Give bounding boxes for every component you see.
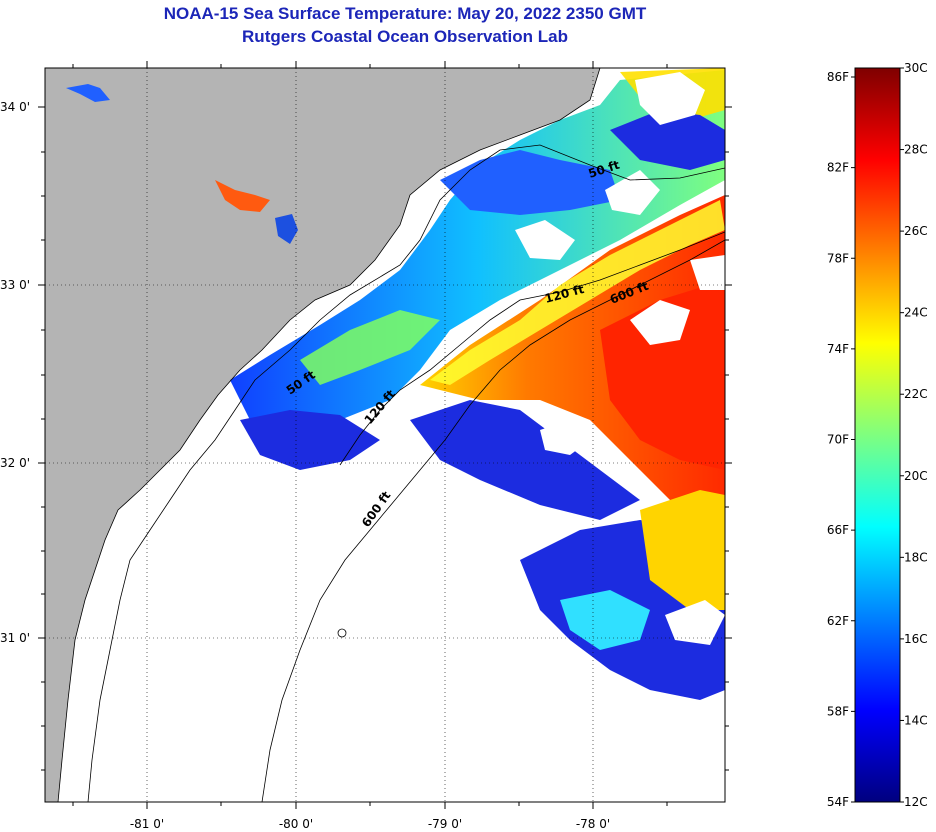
colorbar-label-f: 86F	[827, 70, 849, 84]
colorbar-label-f: 62F	[827, 614, 849, 628]
cloud-patch	[665, 600, 725, 645]
colorbar-label-f: 66F	[827, 523, 849, 537]
cloud-patch	[605, 170, 660, 215]
colorbar-scale	[854, 67, 901, 803]
green-patch	[300, 310, 440, 385]
cloud-patch	[540, 420, 590, 455]
graticule	[45, 68, 725, 802]
cloud-patch	[690, 255, 725, 290]
cloud-patch	[515, 220, 575, 260]
small-contour-ring	[337, 628, 347, 638]
cloud-patch	[635, 72, 705, 125]
yellow-band	[430, 200, 725, 385]
colorbar-label-f: 70F	[827, 433, 849, 447]
land-area	[45, 68, 600, 802]
colorbar-label-c: 22C	[904, 387, 928, 401]
colorbar-labels: 86F 82F 78F 74F 70F 66F 62F 58F 54F 30C 28C 26C 24C 2…	[827, 61, 928, 809]
lat-label: 34 0'	[0, 100, 30, 114]
colorbar-label-c: 30C	[904, 61, 928, 75]
colorbar-label-f: 58F	[827, 704, 849, 718]
contour-600ft	[261, 239, 725, 802]
mid-water-patch	[640, 490, 725, 610]
lon-label: -81 0'	[130, 817, 164, 831]
colorbar-ticks	[851, 67, 904, 803]
colorbar-label-c: 18C	[904, 550, 928, 564]
lat-label: 32 0'	[0, 456, 30, 470]
lat-label: 33 0'	[0, 278, 30, 292]
lat-label: 31 0'	[0, 631, 30, 645]
mid-water-patch	[560, 590, 650, 650]
cold-water-patch	[610, 110, 725, 170]
contour-120ft	[339, 231, 725, 466]
contour-50ft	[87, 144, 725, 802]
lon-label: -80 0'	[279, 817, 313, 831]
colorbar-label-c: 26C	[904, 224, 928, 238]
map-subtitle: Rutgers Coastal Ocean Observation Lab	[242, 27, 568, 46]
colorbar-label-c: 20C	[904, 469, 928, 483]
inland-lake-cold	[275, 214, 298, 244]
coastline	[57, 68, 601, 802]
colorbar-label-f: 74F	[827, 342, 849, 356]
colorbar-label-c: 16C	[904, 632, 928, 646]
cloud-patch	[630, 300, 690, 345]
colorbar-label-c: 12C	[904, 795, 928, 809]
inland-lake-cold	[66, 84, 110, 102]
colorbar-label-c: 14C	[904, 713, 928, 727]
colorbar-label-c: 28C	[904, 143, 928, 157]
cold-water-patch	[440, 150, 620, 215]
axis-ticks	[38, 61, 732, 809]
colorbar-label-f: 78F	[827, 251, 849, 265]
hot-core-region	[600, 280, 725, 470]
lon-label: -79 0'	[428, 817, 462, 831]
inland-lake-warm	[215, 180, 270, 212]
map-frame	[44, 67, 726, 803]
lon-label: -78 0'	[576, 817, 610, 831]
colorbar-label-f: 82F	[827, 161, 849, 175]
colorbar-label-f: 54F	[827, 795, 849, 809]
map-title: NOAA-15 Sea Surface Temperature: May 20,…	[163, 4, 647, 23]
cold-water-patch	[410, 400, 640, 520]
colorbar-label-c: 24C	[904, 306, 928, 320]
cold-water-patch	[240, 410, 380, 470]
